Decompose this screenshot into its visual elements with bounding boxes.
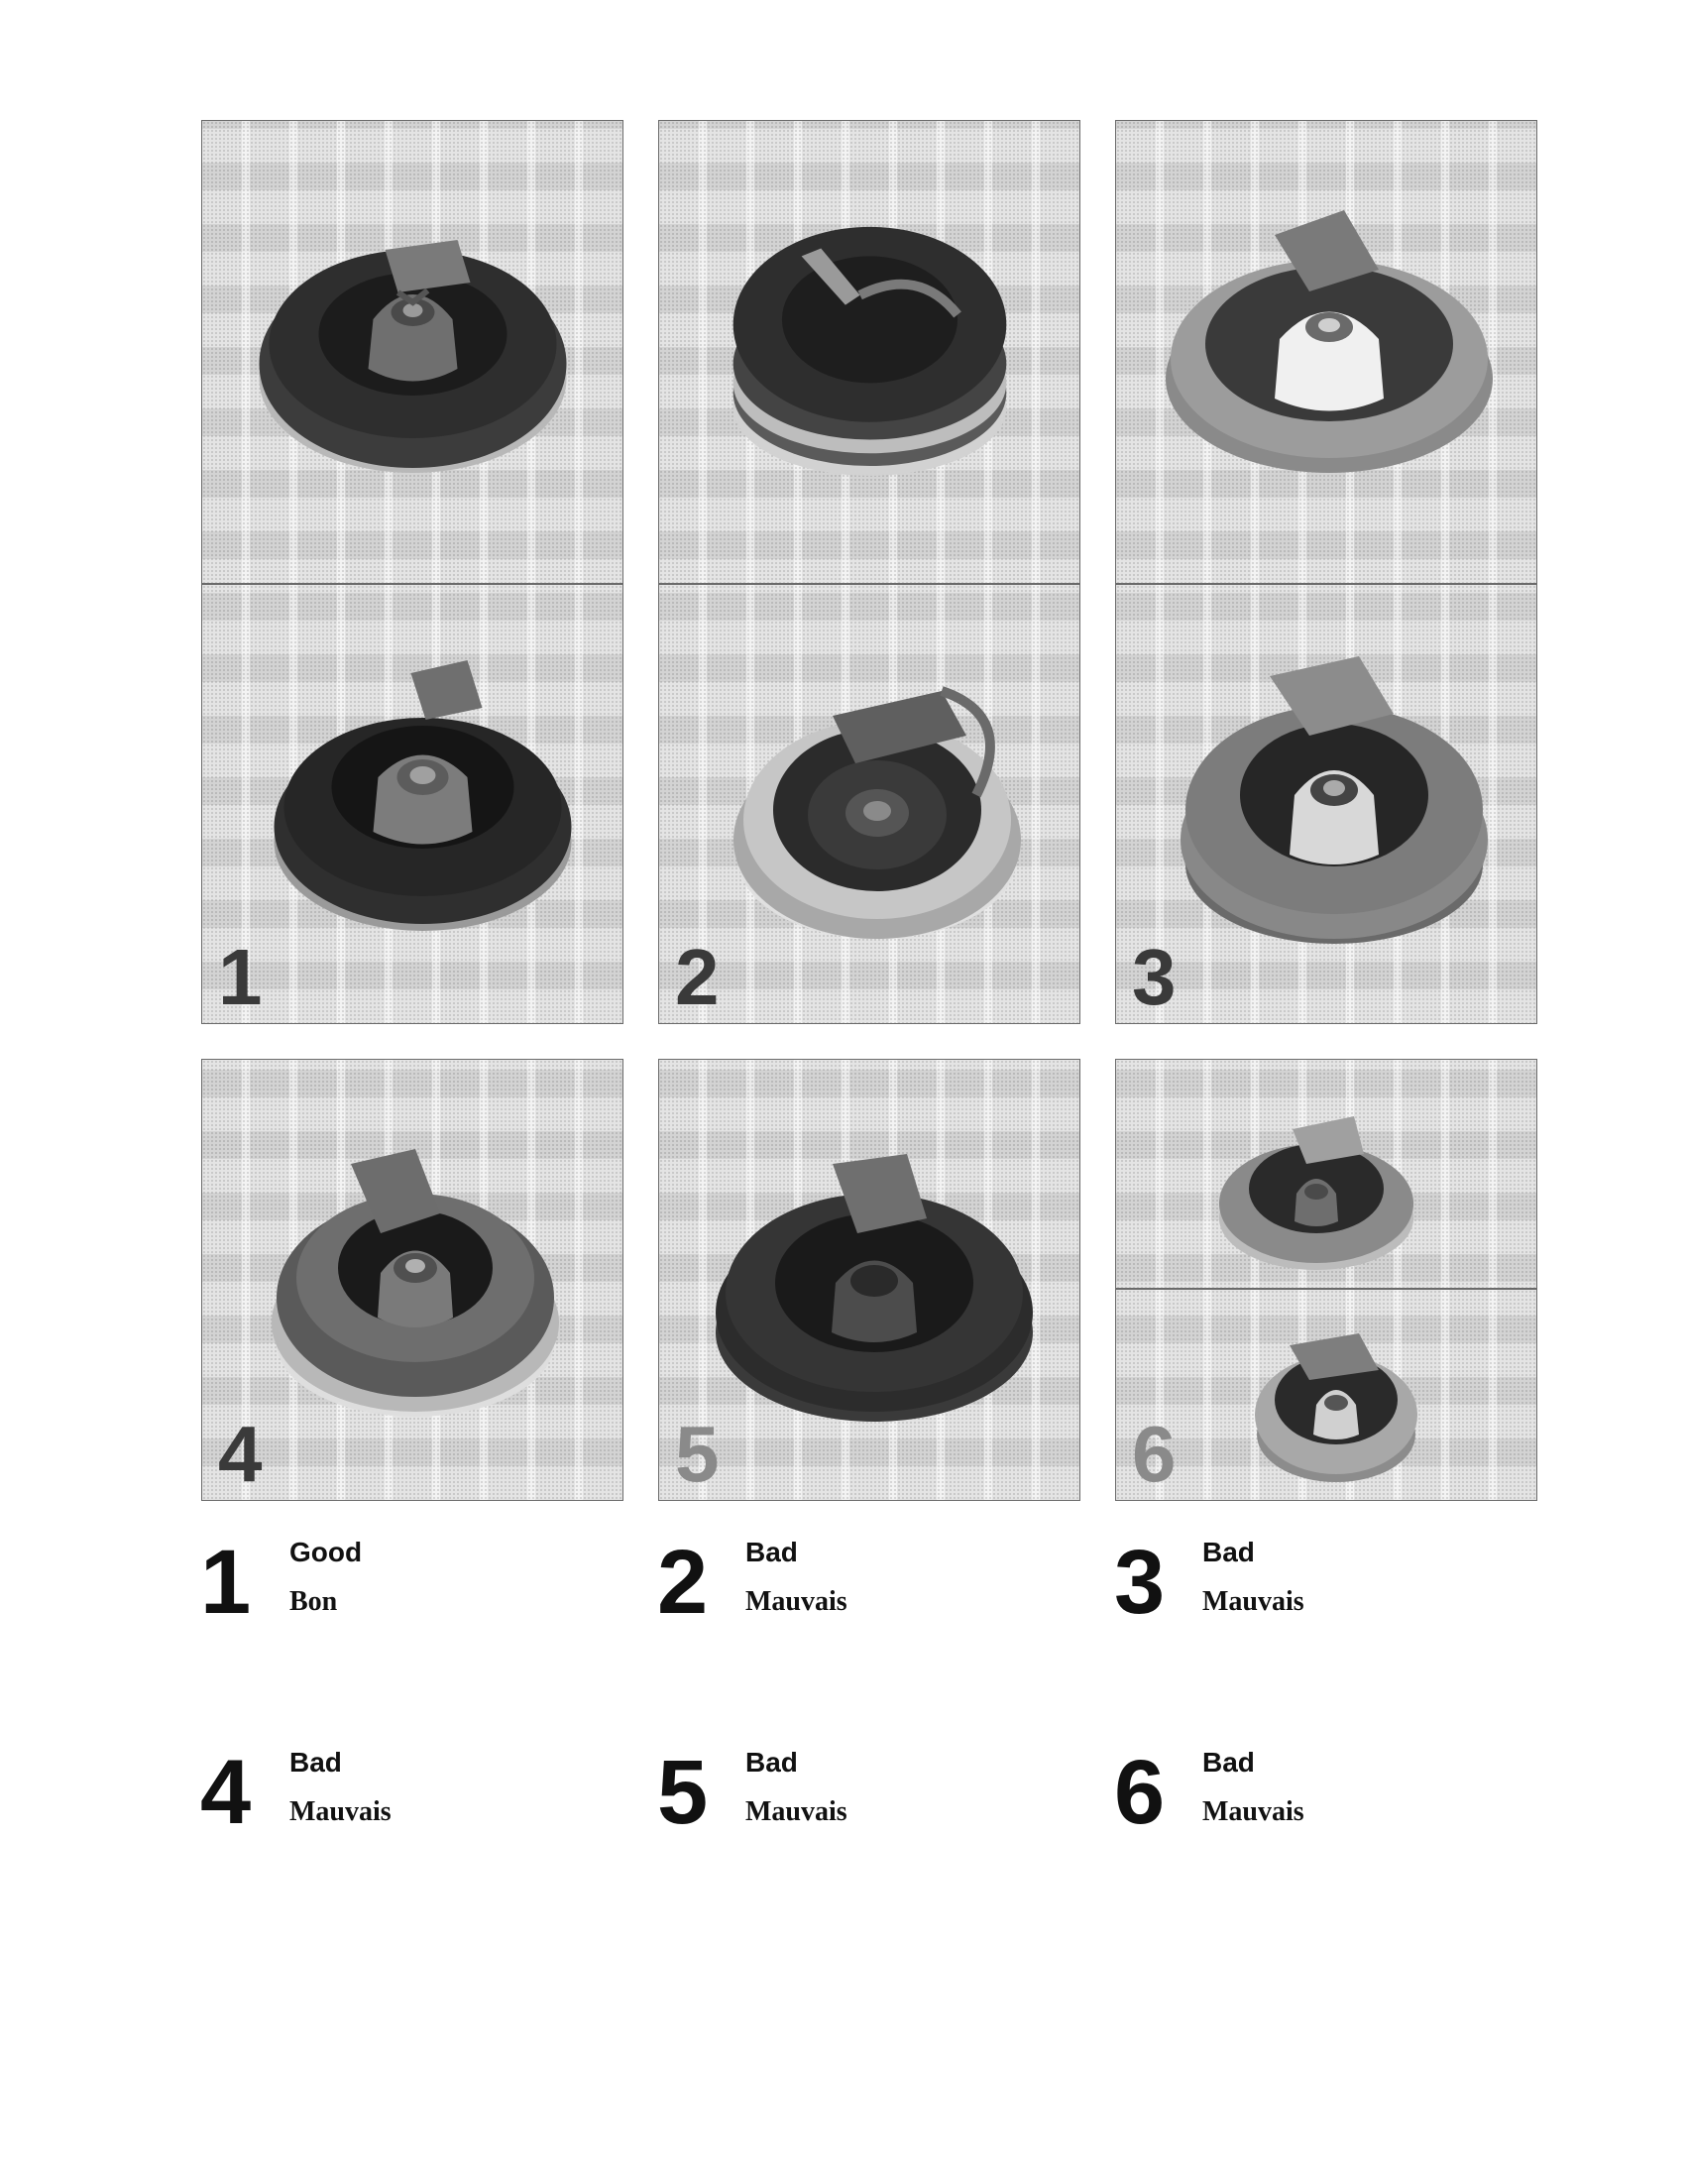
panel-number: 2: [675, 933, 720, 1021]
caption-number: 2: [657, 1532, 709, 1633]
caption-french: Mauvais: [289, 1796, 392, 1827]
caption-5: 5 Bad Mauvais: [657, 1747, 1054, 1866]
caption-french: Mauvais: [745, 1586, 847, 1617]
photo-panel-3: 3: [1115, 120, 1537, 1024]
caption-number: 3: [1114, 1532, 1166, 1633]
caption-number: 1: [200, 1532, 252, 1633]
photo-panel-6: 6: [1115, 1059, 1537, 1501]
caption-english: Bad: [745, 1537, 798, 1567]
caption-number: 5: [657, 1742, 709, 1843]
spark-plug-photo: [257, 1129, 574, 1427]
caption-number: 6: [1114, 1742, 1166, 1843]
spark-plug-photo-bottom: [729, 646, 1046, 959]
spark-plug-photo-bottom: [1171, 636, 1498, 954]
panel-divider: [1116, 1288, 1536, 1290]
spark-plug-photo-top: [1215, 1104, 1418, 1278]
panel-divider: [659, 583, 1079, 585]
caption-english: Bad: [1202, 1747, 1255, 1778]
spark-plug-photo: [709, 1134, 1041, 1432]
panel-divider: [1116, 583, 1536, 585]
caption-english: Bad: [289, 1747, 342, 1778]
caption-6: 6 Bad Mauvais: [1114, 1747, 1511, 1866]
caption-3: 3 Bad Mauvais: [1114, 1537, 1511, 1656]
photo-panel-1: 1: [201, 120, 623, 1024]
caption-1: 1 Good Bon: [200, 1537, 597, 1656]
caption-english: Good: [289, 1537, 363, 1567]
spark-plug-photo-top: [252, 195, 574, 483]
caption-french: Mauvais: [1202, 1796, 1304, 1827]
caption-french: Mauvais: [1202, 1586, 1304, 1617]
caption-french: Mauvais: [745, 1796, 847, 1827]
caption-french: Bon: [289, 1586, 338, 1617]
caption-2: 2 Bad Mauvais: [657, 1537, 1054, 1656]
panel-number: 6: [1132, 1410, 1177, 1498]
spark-plug-photo-bottom: [262, 648, 584, 936]
photo-panel-5: 5: [658, 1059, 1080, 1501]
panel-number: 3: [1132, 933, 1177, 1021]
spark-plug-photo-top: [714, 195, 1026, 493]
caption-english: Bad: [745, 1747, 798, 1778]
panel-number: 1: [218, 933, 263, 1021]
spark-plug-photo-top: [1161, 200, 1498, 483]
caption-number: 4: [200, 1742, 252, 1843]
photo-panel-2: 2: [658, 120, 1080, 1024]
panel-number: 4: [218, 1410, 263, 1498]
caption-english: Bad: [1202, 1537, 1255, 1567]
panel-number: 5: [675, 1410, 720, 1498]
caption-4: 4 Bad Mauvais: [200, 1747, 597, 1866]
photo-panel-4: 4: [201, 1059, 623, 1501]
panel-divider: [202, 583, 622, 585]
spark-plug-photo-bottom: [1250, 1316, 1423, 1489]
